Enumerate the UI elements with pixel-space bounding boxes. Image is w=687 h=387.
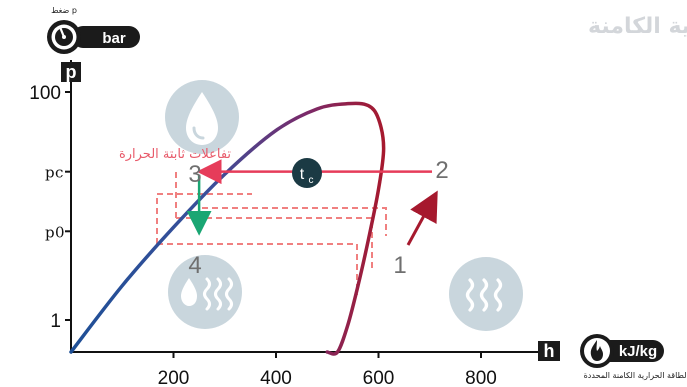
x-tick-label: 400 [260, 368, 292, 387]
state-label-2: 2 [435, 157, 448, 184]
y-tick-label: 100 [29, 83, 61, 104]
y-axis-label: p [66, 62, 77, 82]
state-label-4: 4 [188, 252, 201, 279]
x-tick-label: 200 [158, 368, 190, 387]
state-label-1: 1 [393, 252, 406, 279]
x-tick-label: 800 [465, 368, 497, 387]
flame-icon [580, 334, 614, 368]
x-caption: h الطاقة الحرارية الكامنة المحددة [584, 371, 687, 380]
y-tick-label: 1 [50, 311, 61, 332]
y-tick-sub-p0: 0 [55, 223, 65, 241]
y-caption: p ضغط [51, 6, 77, 15]
isotherm-dash [202, 207, 387, 236]
x-unit: kJ/kg [619, 343, 657, 360]
x-axis-label-badge: h [538, 341, 560, 361]
x-axis-label: h [544, 341, 555, 361]
isotherm-label: تفاعلات ثابتة الحرارة [119, 147, 231, 162]
y-tick-label-p0: p [45, 223, 55, 241]
x-tick-label: 600 [363, 368, 395, 387]
chart-title: مخطط الضغط والطاقة الحرارية الكامنة [588, 14, 687, 39]
pressure-unit-badge: bar p ضغط [47, 6, 140, 54]
tc-label: t [300, 166, 305, 183]
tc-badge: t c [292, 158, 322, 188]
compression-arrow [406, 190, 438, 246]
y-axis-label-badge: p [61, 62, 81, 82]
y-unit: bar [102, 30, 126, 47]
saturation-dome-curve [69, 101, 386, 356]
enthalpy-unit-badge: kJ/kg h الطاقة الحرارية الكامنة المحددة [580, 334, 687, 380]
y-tick-sub-pc: c [55, 164, 63, 182]
isotherm-dash [156, 193, 252, 244]
drop-heat-waves-icon [168, 255, 242, 329]
heat-waves-icon [449, 257, 523, 331]
state-label-3: 3 [188, 161, 201, 188]
isotherm-dash [157, 243, 358, 295]
pressure-gauge-icon [47, 20, 81, 54]
tc-sub: c [309, 175, 314, 186]
y-tick-label-pc: p [45, 164, 55, 182]
water-drop-icon [165, 80, 239, 154]
